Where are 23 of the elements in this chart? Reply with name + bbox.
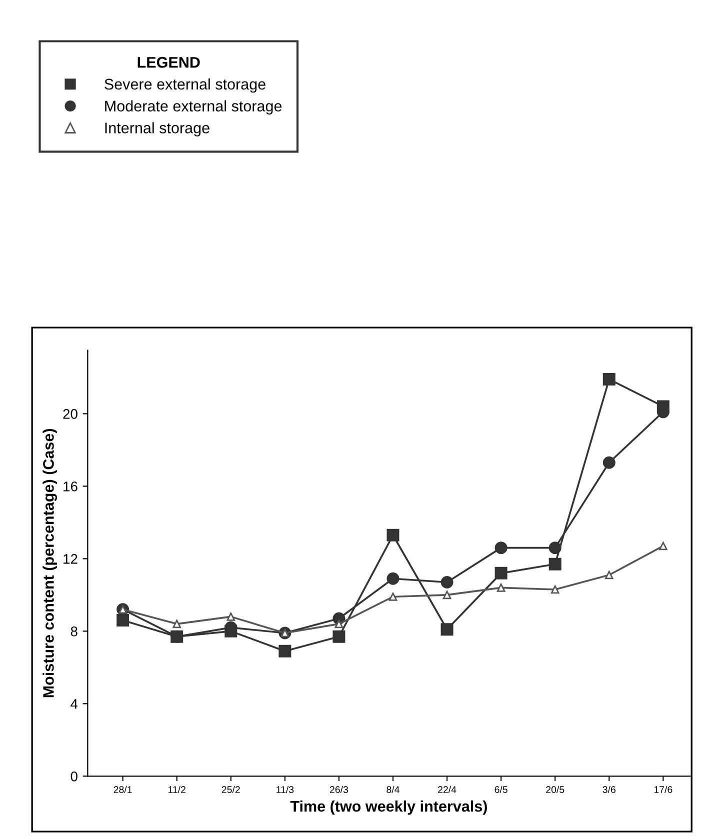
x-tick-label: 20/5 xyxy=(546,786,564,794)
legend-label: Moderate external storage xyxy=(105,100,282,115)
x-tick-label: 22/4 xyxy=(438,786,456,794)
x-tick-label: 26/3 xyxy=(330,786,348,794)
y-tick-label: 12 xyxy=(64,554,78,564)
x-tick-label: 11/2 xyxy=(168,786,186,794)
legend-label: Internal storage xyxy=(105,122,210,136)
x-tick-label: 25/2 xyxy=(222,786,240,794)
x-tick-label: 17/6 xyxy=(654,786,672,794)
x-tick-label: 11/3 xyxy=(276,786,294,794)
x-tick-label: 3/6 xyxy=(602,786,616,794)
legend-label: Severe external storage xyxy=(104,78,266,93)
y-axis-title: Moisture content (percentage) (Case) xyxy=(42,428,57,698)
x-axis-title: Time (two weekly intervals) xyxy=(290,800,487,815)
legend-title: LEGEND xyxy=(138,56,200,68)
y-tick-label: 8 xyxy=(70,626,78,636)
x-tick-label: 28/1 xyxy=(114,786,132,794)
y-tick-label: 0 xyxy=(70,771,78,782)
y-tick-label: 16 xyxy=(64,482,78,492)
y-tick-label: 4 xyxy=(70,699,78,709)
x-tick-label: 8/4 xyxy=(386,786,400,794)
y-tick-label: 20 xyxy=(63,409,78,419)
x-tick-label: 6/5 xyxy=(494,786,508,794)
